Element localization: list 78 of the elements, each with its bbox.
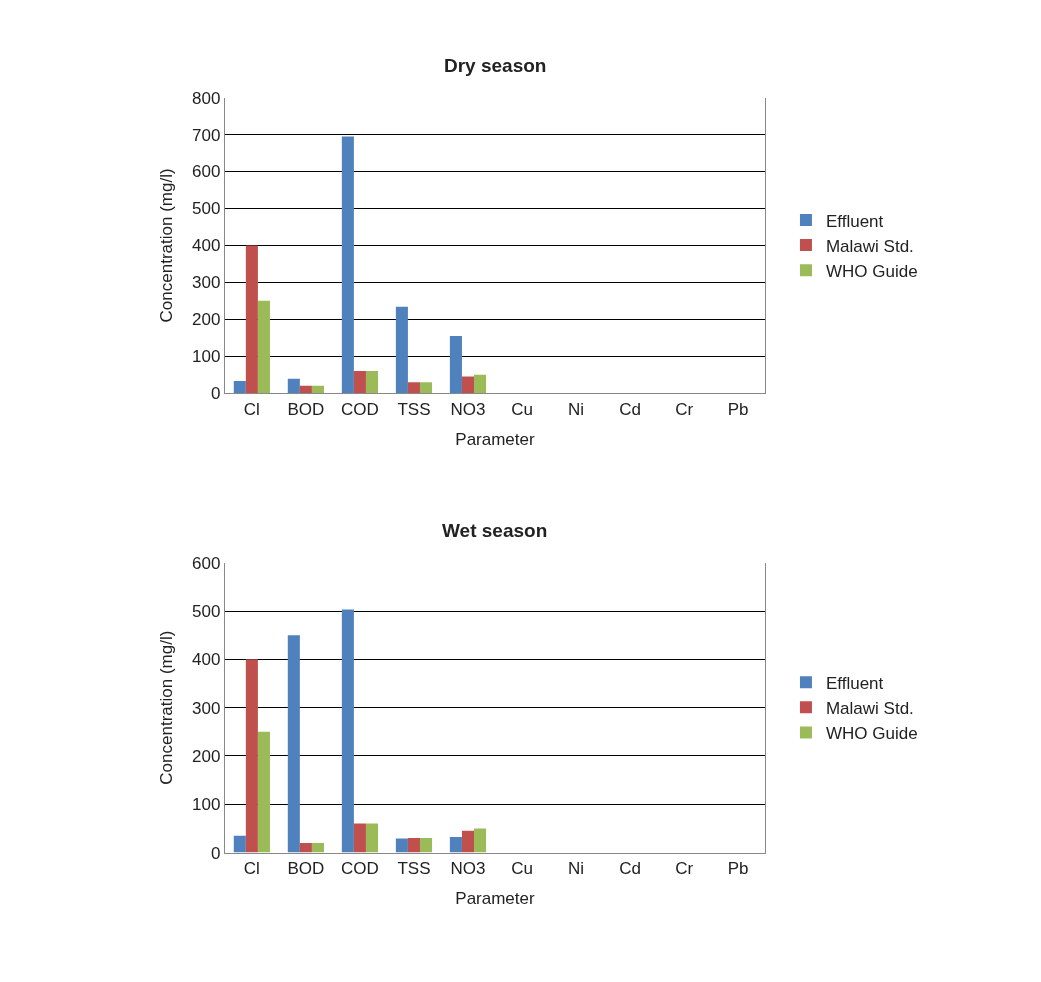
x-tick-label: Ni xyxy=(568,858,585,878)
bar xyxy=(233,835,246,853)
y-tick-label: 400 xyxy=(192,650,221,670)
y-axis-title: Concentration (mg/l) xyxy=(156,630,176,785)
x-axis-title: Parameter xyxy=(455,889,536,909)
x-tick-label: Cr xyxy=(675,399,694,419)
x-axis-title: Parameter xyxy=(455,430,536,450)
bar xyxy=(299,385,312,394)
legend-label: Malawi Std. xyxy=(825,236,914,256)
y-tick-label: 500 xyxy=(192,601,221,621)
bar xyxy=(419,382,433,394)
x-tick-label: Cu xyxy=(511,858,533,878)
chart-title: Dry season xyxy=(444,55,547,76)
y-tick-label: 100 xyxy=(192,347,221,367)
y-tick-label: 100 xyxy=(192,795,221,815)
bar xyxy=(407,838,420,853)
bar xyxy=(353,371,366,394)
y-tick-label: 600 xyxy=(192,553,221,573)
bar xyxy=(365,371,379,394)
bar xyxy=(233,381,246,394)
x-tick-label: Pb xyxy=(727,858,749,878)
x-tick-label: BOD xyxy=(287,399,325,419)
bar xyxy=(257,731,270,853)
x-tick-label: BOD xyxy=(287,858,325,878)
x-tick-label: Cr xyxy=(675,858,694,878)
y-tick-label: 400 xyxy=(192,236,221,256)
y-tick-label: 200 xyxy=(192,746,221,766)
legend-label: WHO Guide xyxy=(825,724,918,744)
bar xyxy=(341,136,354,394)
x-tick-label: Cl xyxy=(243,858,260,878)
legend-label: Malawi Std. xyxy=(825,698,914,718)
x-tick-label: COD xyxy=(341,399,379,419)
bar xyxy=(257,300,270,394)
x-tick-label: NO3 xyxy=(450,858,486,878)
x-tick-label: Cu xyxy=(511,399,533,419)
bar xyxy=(449,837,462,853)
y-tick-label: 600 xyxy=(192,162,221,182)
bar xyxy=(311,842,324,853)
bar xyxy=(449,335,462,394)
y-axis-title: Concentration (mg/l) xyxy=(156,168,176,323)
legend-label: Effluent xyxy=(825,211,884,231)
x-tick-label: TSS xyxy=(397,399,431,419)
x-tick-label: Pb xyxy=(727,399,749,419)
y-tick-label: 500 xyxy=(192,199,221,219)
bar xyxy=(474,828,487,853)
y-tick-label: 300 xyxy=(192,273,221,293)
x-tick-label: Cd xyxy=(619,858,641,878)
y-tick-label: 200 xyxy=(192,310,221,330)
bar xyxy=(287,378,300,394)
bar xyxy=(419,838,433,853)
y-tick-label: 700 xyxy=(192,125,221,145)
x-tick-label: Cl xyxy=(243,399,260,419)
bar xyxy=(245,245,258,394)
x-tick-label: Ni xyxy=(568,399,585,419)
legend-label: WHO Guide xyxy=(825,261,918,281)
bar xyxy=(245,659,258,853)
y-tick-label: 0 xyxy=(210,384,221,404)
bar xyxy=(353,823,366,853)
x-tick-label: TSS xyxy=(397,858,431,878)
y-tick-label: 300 xyxy=(192,698,221,718)
x-tick-label: Cd xyxy=(619,399,641,419)
legend-label: Effluent xyxy=(825,673,884,693)
bar xyxy=(299,842,312,853)
y-tick-label: 800 xyxy=(192,88,221,108)
bar xyxy=(461,376,475,394)
y-tick-label: 0 xyxy=(210,843,221,863)
bar xyxy=(365,823,379,853)
bar xyxy=(287,635,300,853)
x-tick-label: COD xyxy=(341,858,379,878)
bar xyxy=(311,385,324,394)
bar xyxy=(474,374,487,394)
bar xyxy=(341,609,354,853)
bar xyxy=(395,306,408,394)
bar xyxy=(461,830,475,853)
bar xyxy=(395,838,408,853)
x-tick-label: NO3 xyxy=(450,399,486,419)
chart-title: Wet season xyxy=(442,520,548,541)
bar xyxy=(407,382,420,394)
